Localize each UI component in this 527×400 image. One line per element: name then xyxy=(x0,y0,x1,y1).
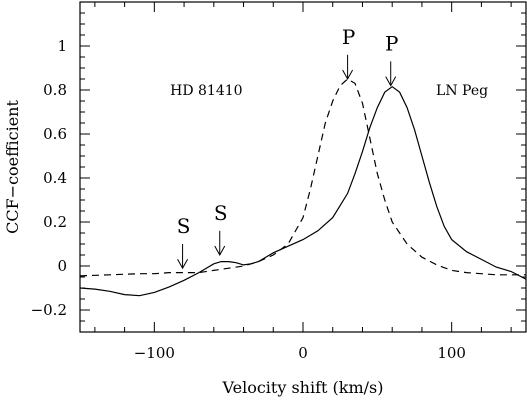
y-axis-title: CCF−coefficient xyxy=(3,100,22,234)
series-line-solid xyxy=(79,85,527,297)
y-tick-label: 0.6 xyxy=(43,125,67,143)
y-tick-label: 1 xyxy=(57,37,67,55)
tick-labels: −100 0 100 −0.2 0 0.2 0.4 0.6 0.8 1 xyxy=(31,37,466,362)
series-annotation-label: HD 81410 xyxy=(170,83,242,99)
peak-letter-s: S xyxy=(214,201,228,225)
x-tick-label: 100 xyxy=(437,344,466,362)
y-tick-label: 0 xyxy=(57,257,67,275)
y-tick-label: −0.2 xyxy=(31,301,67,319)
peak-arrow-head xyxy=(342,69,354,81)
axis-ticks xyxy=(80,2,526,332)
annotations: HD 81410 LN Peg P P SS xyxy=(170,25,488,270)
peak-arrow-head xyxy=(385,76,397,87)
plot-lines xyxy=(79,78,527,297)
y-tick-label: 0.4 xyxy=(43,169,67,187)
peak-letter-s: S xyxy=(177,214,191,238)
series-annotation-label: LN Peg xyxy=(436,83,488,99)
plot-frame xyxy=(79,1,527,333)
peak-arrow-head xyxy=(214,245,226,257)
x-tick-label: −100 xyxy=(134,344,175,362)
y-tick-label: 0.2 xyxy=(43,213,67,231)
y-tick-label: 0.8 xyxy=(43,81,67,99)
peak-letter-p: P xyxy=(385,31,398,55)
peak-letter-p: P xyxy=(342,25,355,49)
x-tick-label: 0 xyxy=(298,344,308,362)
x-axis-title: Velocity shift (km/s) xyxy=(222,378,384,397)
series-line-dashed xyxy=(79,78,526,277)
peak-arrow-head xyxy=(177,258,189,270)
